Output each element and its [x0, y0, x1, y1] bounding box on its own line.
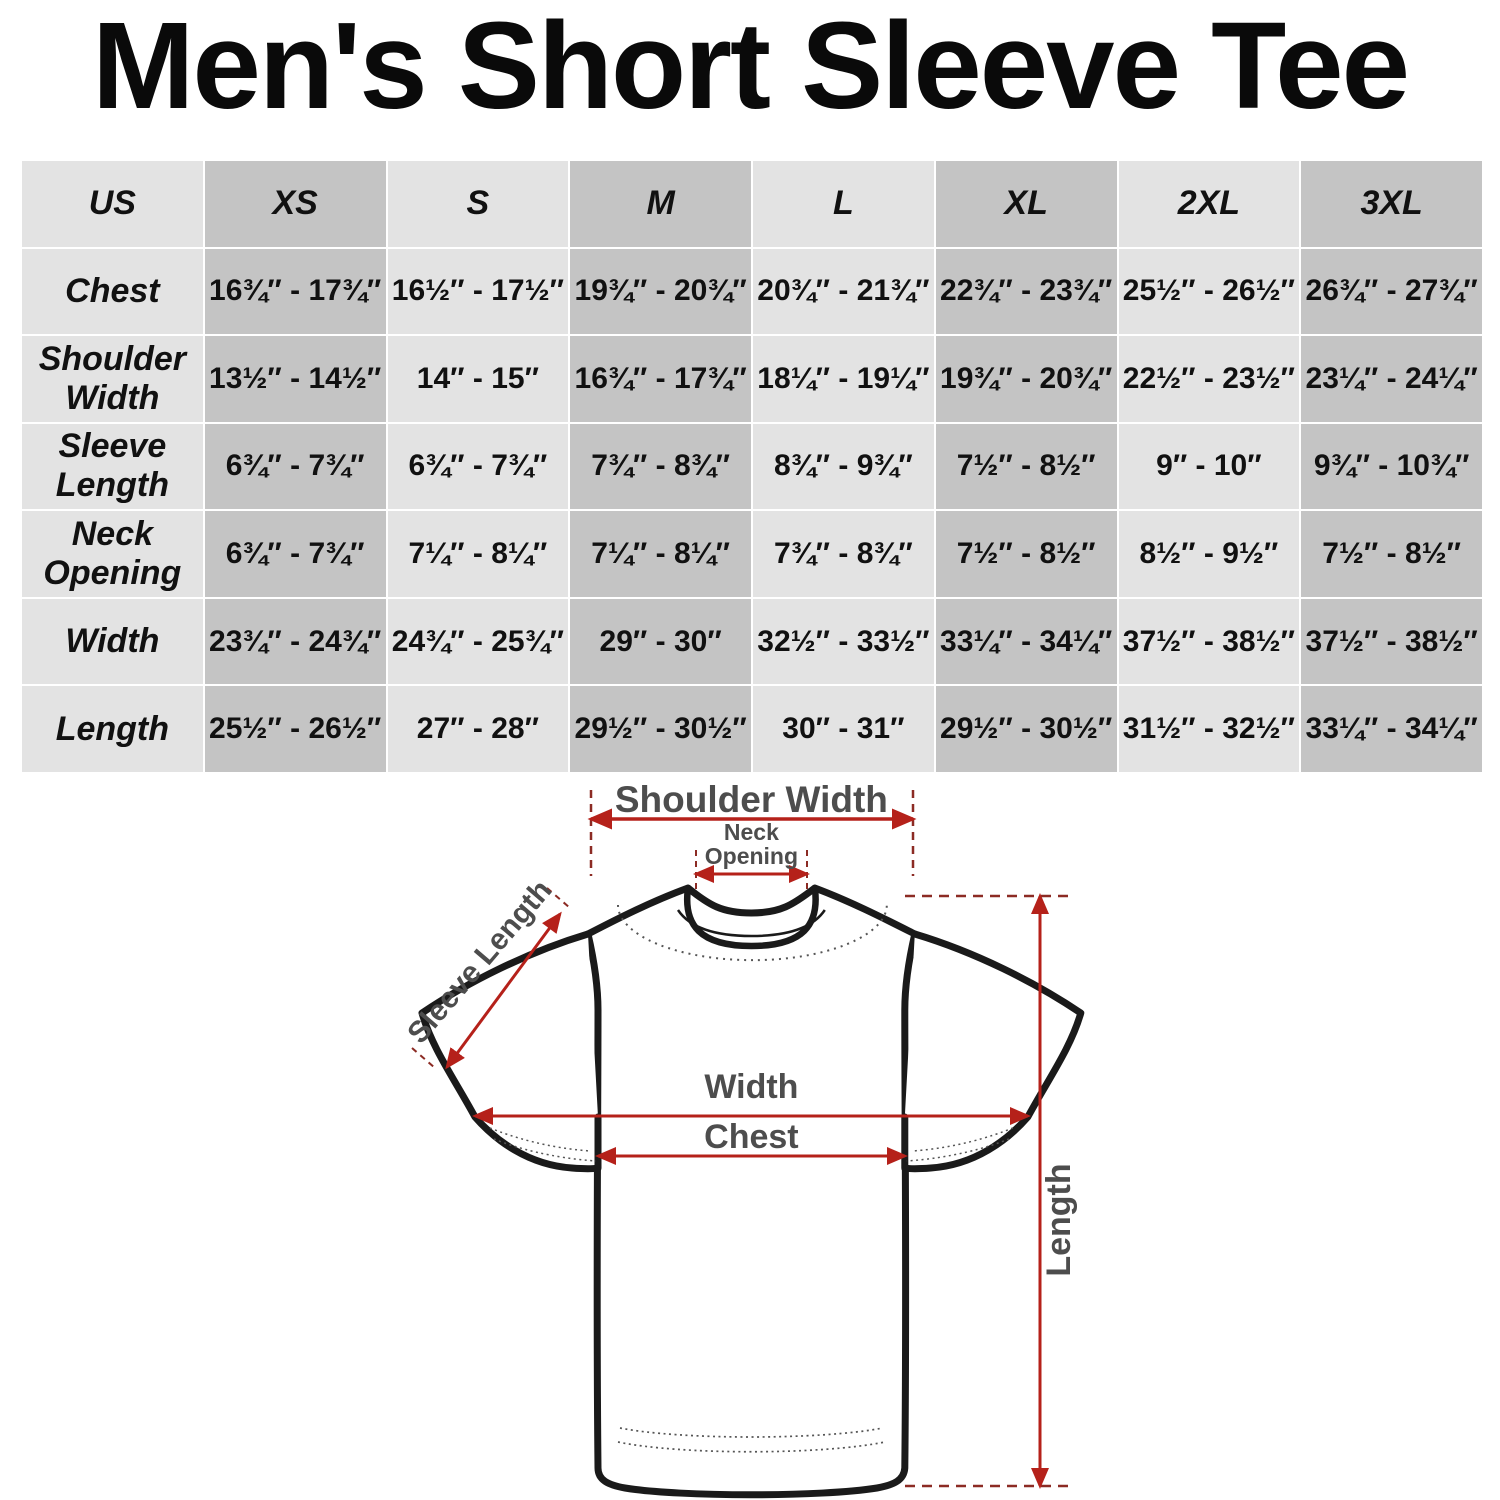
svg-text:Width: Width — [704, 1068, 798, 1106]
svg-text:Opening: Opening — [705, 843, 798, 869]
svg-text:Length: Length — [1040, 1163, 1078, 1276]
svg-text:Chest: Chest — [704, 1118, 798, 1156]
svg-text:Shoulder Width: Shoulder Width — [615, 780, 888, 820]
svg-text:Neck: Neck — [724, 819, 779, 845]
